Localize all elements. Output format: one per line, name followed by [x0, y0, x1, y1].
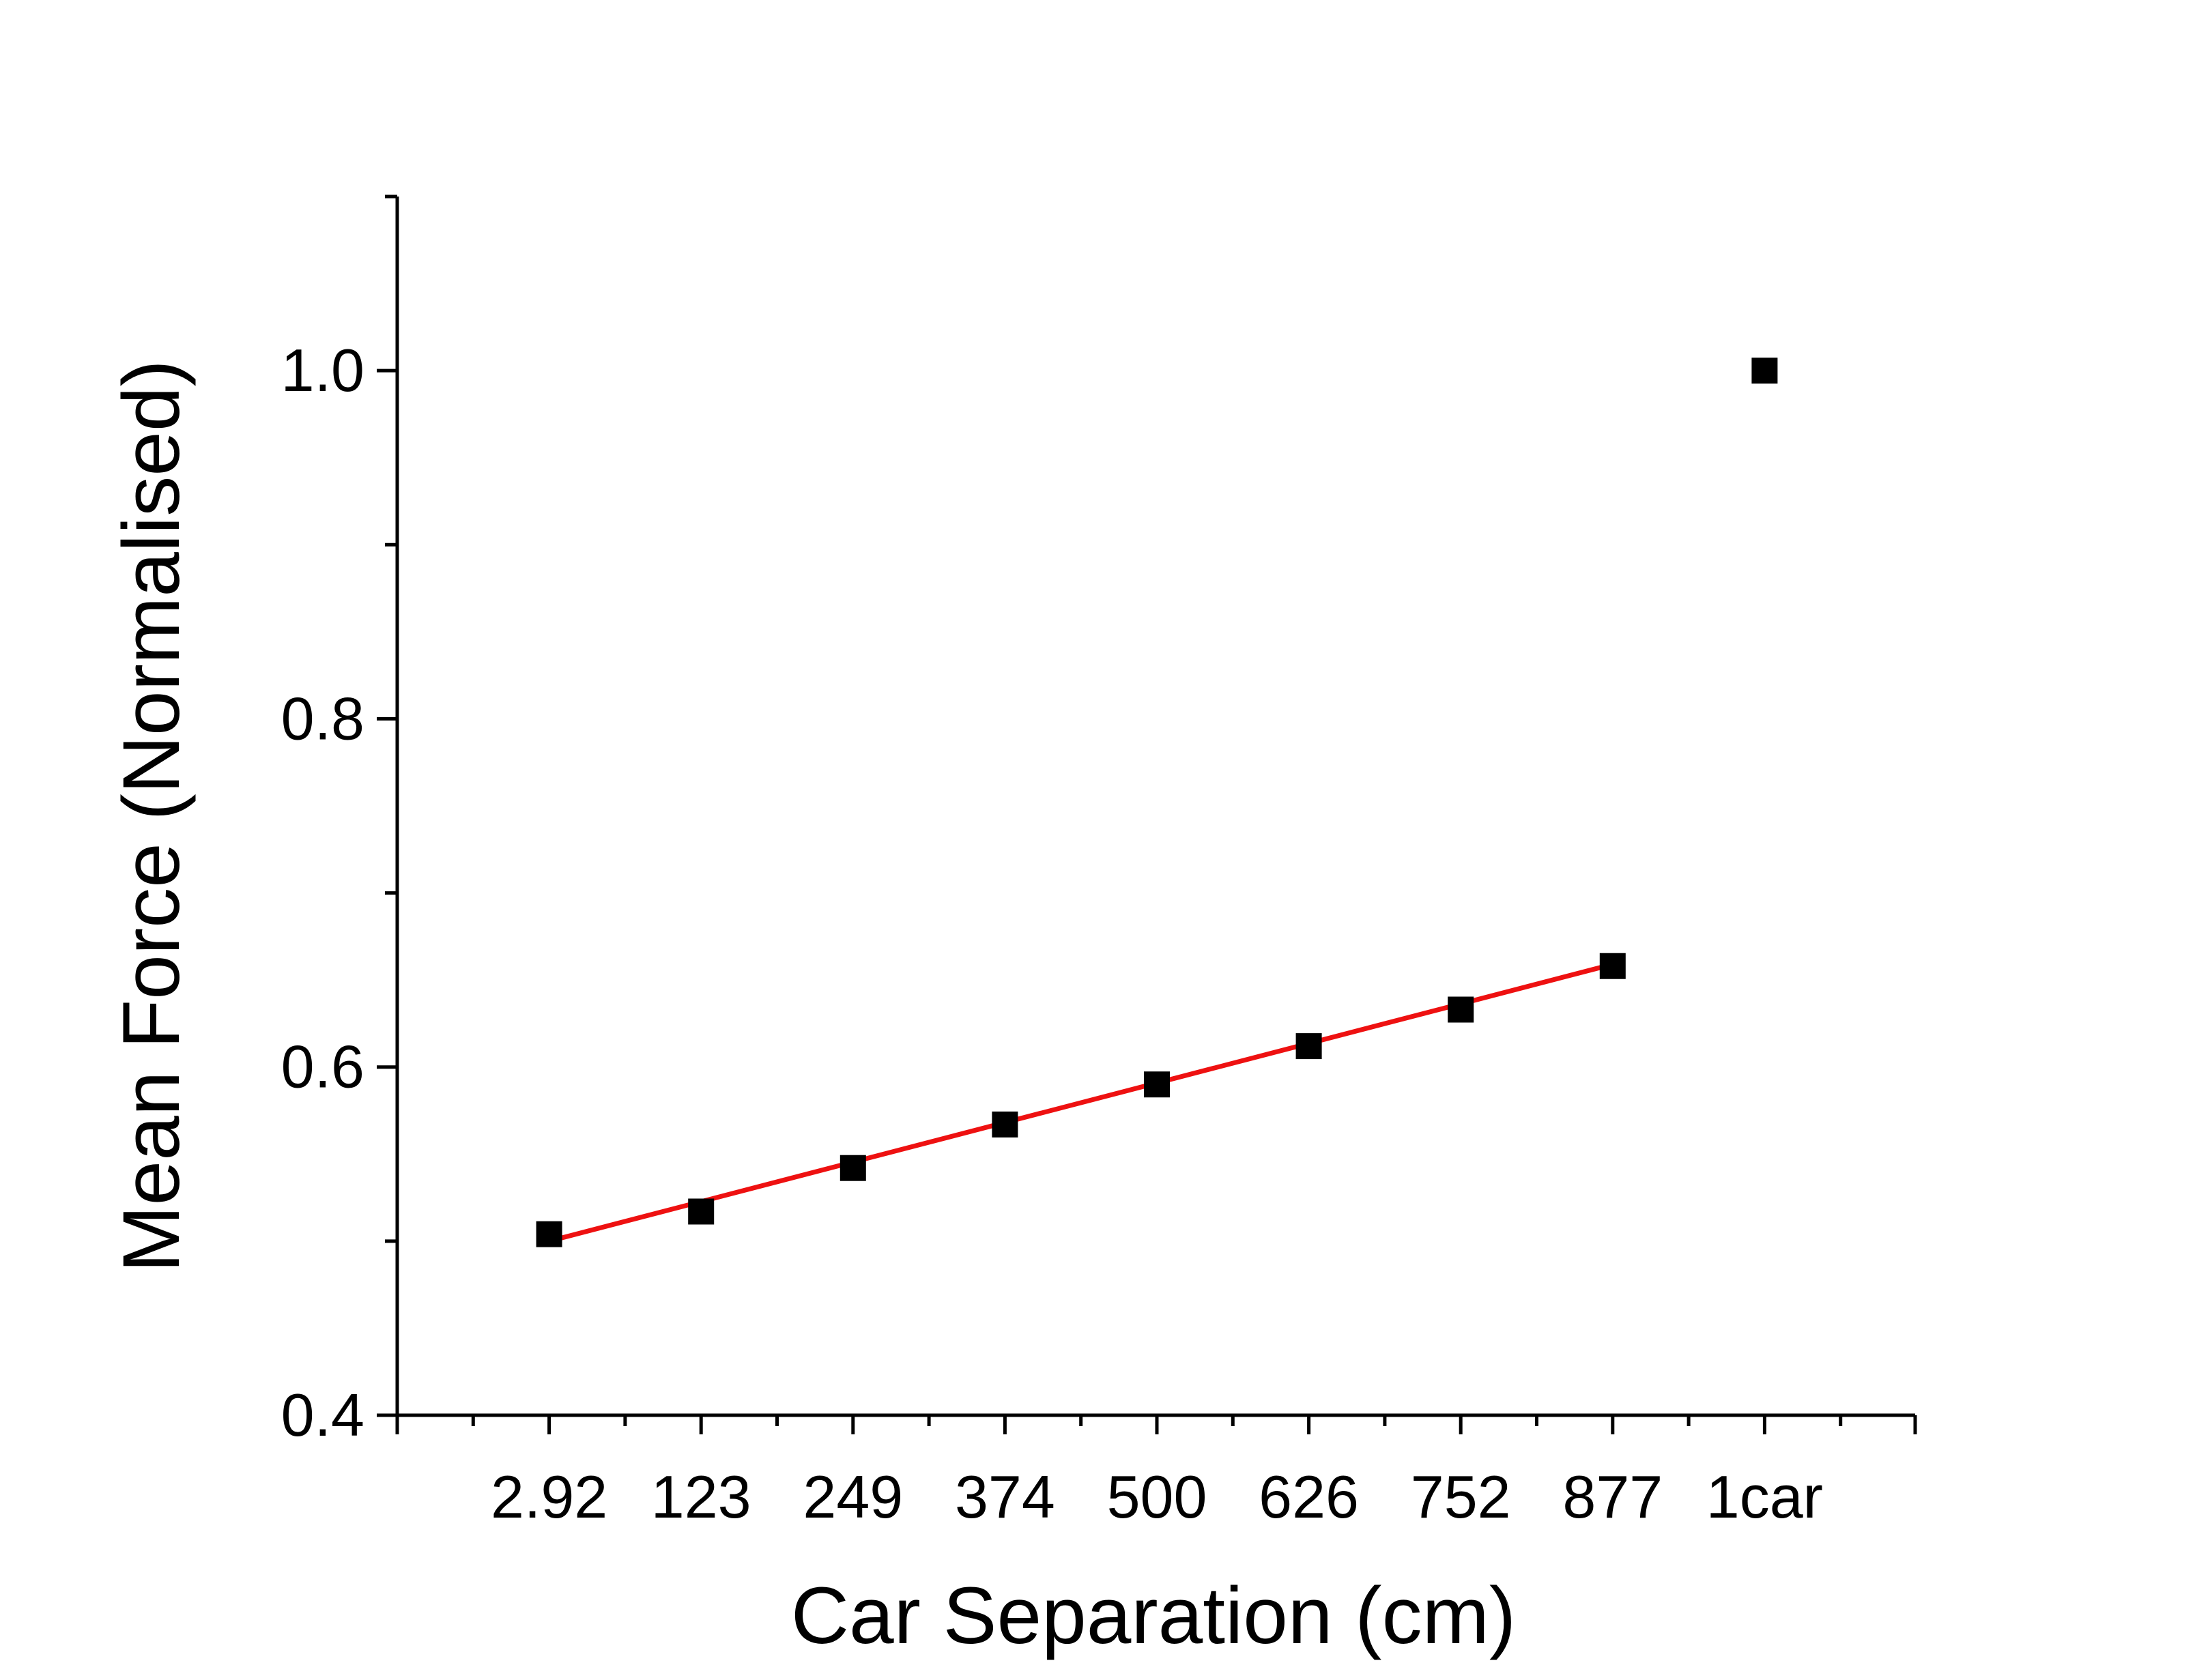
x-tick-label: 1car	[1706, 1463, 1823, 1531]
x-tick-label: 123	[651, 1463, 751, 1531]
data-point	[840, 1155, 866, 1181]
x-tick-label: 249	[803, 1463, 903, 1531]
x-tick-label: 626	[1259, 1463, 1359, 1531]
x-tick-label: 2.92	[491, 1463, 607, 1531]
x-tick-label: 374	[955, 1463, 1055, 1531]
y-tick-label: 0.6	[281, 1033, 364, 1101]
y-tick-label: 0.8	[281, 684, 364, 752]
y-tick-label: 1.0	[281, 336, 364, 404]
fit-line	[547, 961, 1616, 1244]
data-point	[1295, 1033, 1322, 1060]
data-point	[688, 1198, 715, 1225]
x-tick-label: 752	[1411, 1463, 1511, 1531]
data-point	[992, 1111, 1018, 1138]
data-point	[1751, 358, 1778, 384]
data-point	[536, 1221, 562, 1247]
data-point	[1144, 1071, 1170, 1098]
y-tick-label: 0.4	[281, 1381, 364, 1449]
axes: 0.4 0.6 0.8 1.0 2.92 123 249 374 500 626 752 877 1ca…	[281, 194, 1917, 1531]
x-tick-label: 500	[1107, 1463, 1207, 1531]
data-point	[1448, 996, 1474, 1023]
points-layer	[536, 358, 1778, 1247]
fit-layer	[547, 961, 1616, 1244]
x-tick-label: 877	[1562, 1463, 1663, 1531]
y-axis-title: Mean Force (Normalised)	[106, 360, 197, 1273]
data-point	[1599, 953, 1626, 979]
x-axis-title: Car Separation (cm)	[791, 1571, 1516, 1661]
